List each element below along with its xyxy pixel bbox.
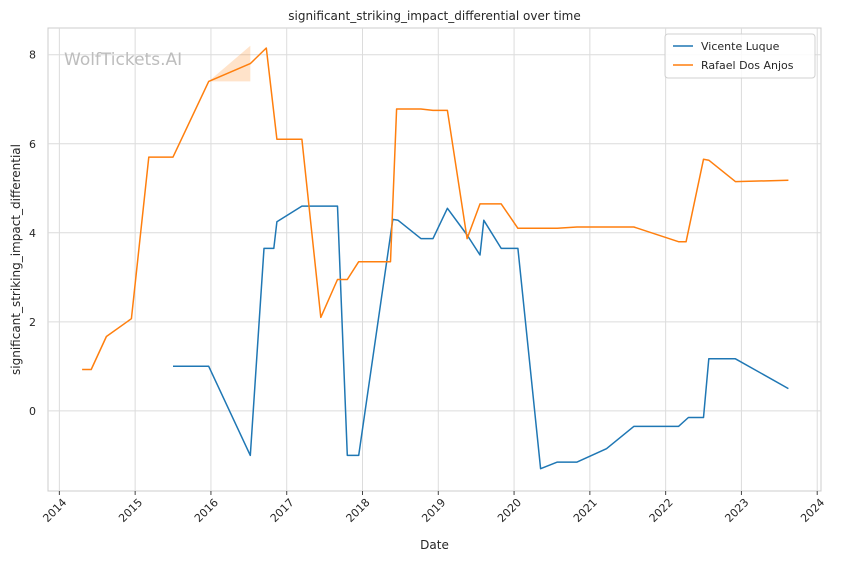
y-tick-label: 6 xyxy=(29,138,36,151)
y-tick-label: 0 xyxy=(29,405,36,418)
legend-label: Vicente Luque xyxy=(701,40,780,53)
y-axis-label: significant_striking_impact_differential xyxy=(9,144,23,375)
legend-box xyxy=(664,33,816,79)
y-tick-label: 8 xyxy=(29,49,36,62)
plot-area xyxy=(47,27,822,492)
y-tick-label: 2 xyxy=(29,316,36,329)
y-tick-label: 4 xyxy=(29,227,36,240)
y-axis-ticks: 0 2 4 6 8 xyxy=(29,49,36,418)
confidence-band xyxy=(208,45,251,82)
series-line xyxy=(82,47,789,371)
chart-title: significant_striking_impact_differential… xyxy=(288,9,580,23)
gridlines xyxy=(48,28,821,491)
x-axis-label: Date xyxy=(420,538,449,552)
legend-label: Rafael Dos Anjos xyxy=(701,59,794,72)
watermark-text: WolfTickets.AI xyxy=(64,50,182,70)
legend: Vicente Luque Rafael Dos Anjos xyxy=(664,33,816,79)
confidence-bands xyxy=(208,45,251,82)
series-lines xyxy=(82,47,789,470)
